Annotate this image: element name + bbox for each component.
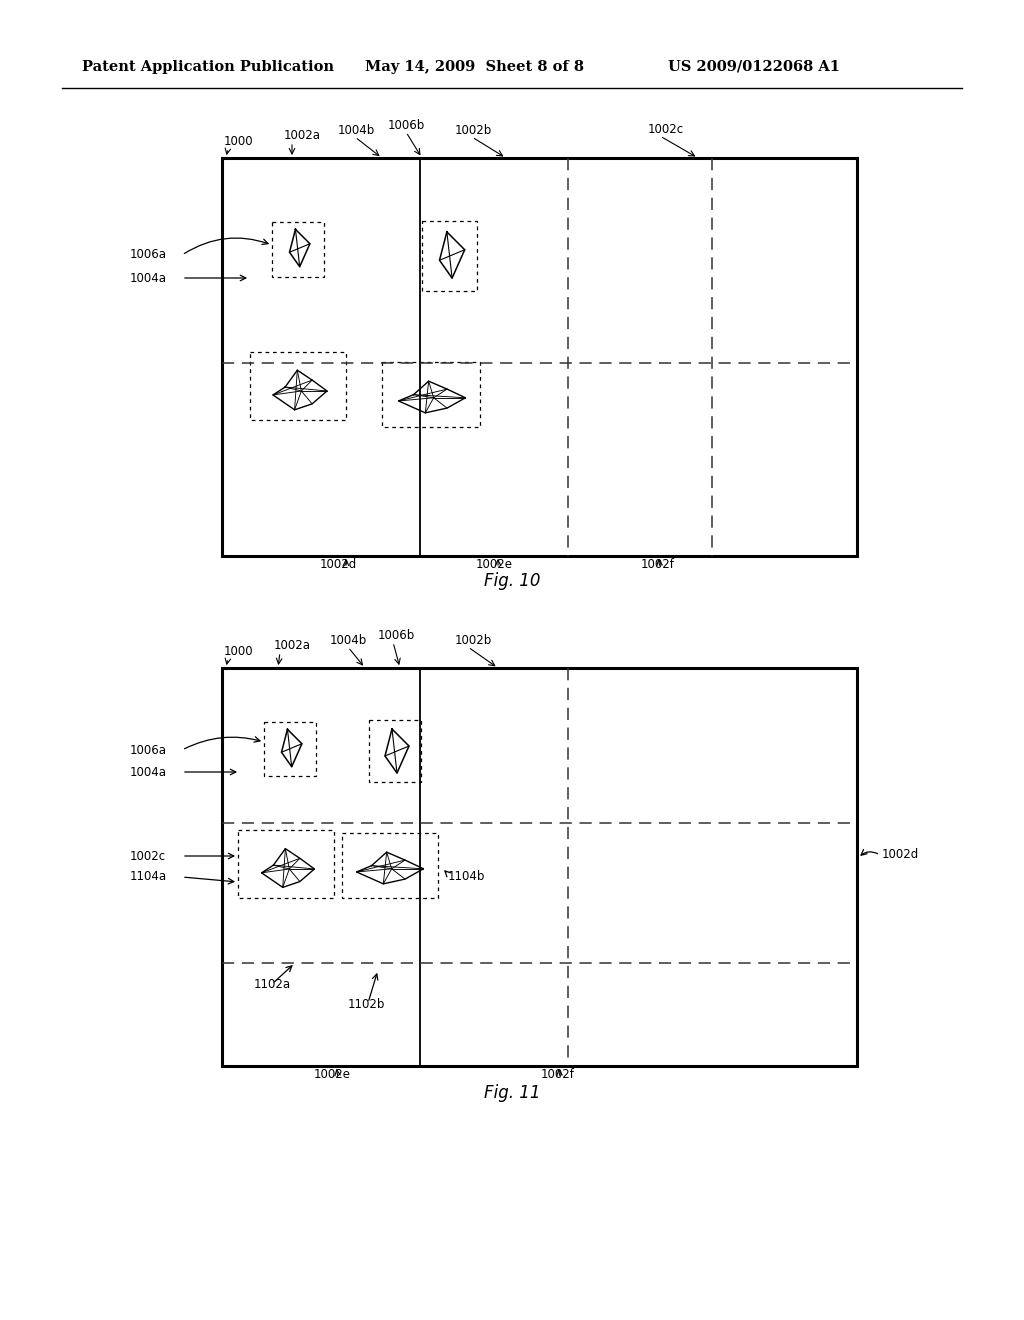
Bar — [222, 158, 857, 556]
Text: 1002f: 1002f — [541, 1068, 574, 1081]
Text: Fig. 11: Fig. 11 — [483, 1084, 541, 1102]
Text: 1104b: 1104b — [449, 870, 485, 883]
Bar — [272, 222, 324, 277]
Text: Patent Application Publication: Patent Application Publication — [82, 59, 334, 74]
Text: 1004b: 1004b — [330, 634, 368, 647]
Text: 1102b: 1102b — [348, 998, 385, 1011]
Text: 1006a: 1006a — [130, 743, 167, 756]
Text: 1000: 1000 — [224, 645, 254, 657]
Text: 1002b: 1002b — [455, 634, 493, 647]
Text: 1006b: 1006b — [378, 630, 416, 642]
Bar — [250, 352, 346, 420]
Text: 1002c: 1002c — [130, 850, 166, 862]
Text: 1004a: 1004a — [130, 272, 167, 285]
Text: Fig. 10: Fig. 10 — [483, 572, 541, 590]
Bar — [238, 830, 334, 898]
Bar — [369, 719, 421, 781]
Text: 1002d: 1002d — [882, 849, 920, 862]
Text: 1006a: 1006a — [130, 248, 167, 261]
Text: 1102a: 1102a — [254, 978, 291, 991]
Text: 1104a: 1104a — [130, 870, 167, 883]
Text: 1000: 1000 — [224, 135, 254, 148]
Text: 1002a: 1002a — [284, 129, 321, 143]
Bar — [264, 722, 316, 776]
Text: 1002f: 1002f — [641, 558, 675, 572]
Bar — [342, 833, 438, 898]
Text: 1002e: 1002e — [313, 1068, 350, 1081]
Bar — [382, 362, 480, 426]
Text: US 2009/0122068 A1: US 2009/0122068 A1 — [668, 59, 840, 74]
Text: 1006b: 1006b — [388, 119, 425, 132]
Text: 1002a: 1002a — [274, 639, 311, 652]
Text: 1002d: 1002d — [319, 558, 356, 572]
Bar — [422, 220, 477, 290]
Text: May 14, 2009  Sheet 8 of 8: May 14, 2009 Sheet 8 of 8 — [365, 59, 584, 74]
Text: 1004a: 1004a — [130, 766, 167, 779]
Text: 1002e: 1002e — [475, 558, 512, 572]
Text: 1002b: 1002b — [455, 124, 493, 137]
Text: 1004b: 1004b — [338, 124, 375, 137]
Text: 1002c: 1002c — [648, 123, 684, 136]
Bar — [222, 668, 857, 1067]
